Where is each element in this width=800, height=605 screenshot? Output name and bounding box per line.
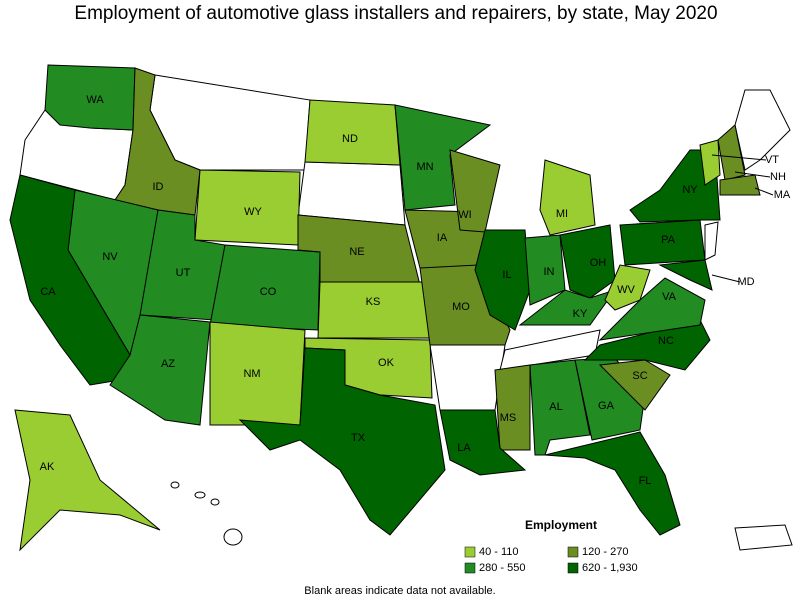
states: WA ID NV CA UT AZ WY CO NM ND NE KS OK TX MN IA MO WI IL MI… (9, 64, 791, 552)
state-label: IA (437, 232, 448, 244)
state (518, 289, 617, 326)
state-label: CA (40, 286, 56, 298)
title: Employment of automotive glass installer… (74, 3, 717, 24)
state (559, 224, 616, 299)
state-label: WV (617, 284, 635, 296)
state-label: ID (153, 181, 164, 193)
state-label: MD (737, 276, 754, 288)
legend-title: Employment (525, 518, 597, 532)
state-blank (297, 161, 406, 226)
legend-swatch (464, 546, 476, 558)
state (717, 124, 746, 181)
state-blank (704, 221, 719, 261)
state (629, 149, 721, 223)
state (719, 174, 761, 196)
legend-swatch (567, 562, 579, 574)
state-label: ND (342, 133, 358, 145)
state-label: KY (573, 308, 588, 320)
state-label: NC (658, 335, 674, 347)
leader-line (711, 154, 767, 161)
state-label: OH (590, 257, 607, 269)
state (14, 409, 161, 552)
state-label: LA (457, 442, 471, 454)
state-label: MO (452, 301, 470, 313)
state (439, 409, 527, 476)
state-label: GA (598, 400, 615, 412)
state-label: MI (556, 208, 568, 220)
state (544, 431, 681, 536)
legend-swatch (567, 546, 579, 558)
state-label: SC (632, 370, 647, 382)
island (223, 528, 243, 546)
state-label: NY (682, 184, 698, 196)
state-label: AL (549, 401, 562, 413)
state-label: WA (86, 94, 104, 106)
note: Blank areas indicate data not available. (304, 585, 495, 597)
legend-label: 120 - 270 (582, 546, 628, 558)
state-label: WI (458, 209, 471, 221)
island (210, 498, 220, 506)
state-label: NM (243, 368, 260, 380)
state (658, 259, 713, 291)
state (494, 364, 531, 451)
state-label: CO (260, 286, 277, 298)
state-label: MA (774, 189, 791, 201)
leader-line (711, 274, 741, 283)
state-label: FL (639, 475, 652, 487)
state (304, 99, 401, 166)
state-label: NE (349, 246, 364, 258)
state (317, 281, 431, 339)
blank-states (19, 74, 793, 551)
state (699, 139, 721, 186)
state-label: NV (102, 251, 118, 263)
island (170, 481, 180, 489)
state-label: IN (544, 266, 555, 278)
state-label: KS (366, 296, 381, 308)
state-label: VA (662, 291, 677, 303)
island (734, 524, 793, 551)
state (604, 264, 651, 311)
legend-swatch (464, 562, 476, 574)
state-label: AK (40, 461, 55, 473)
state-blank (149, 74, 311, 171)
legend-label: 280 - 550 (479, 562, 525, 574)
state (474, 229, 531, 331)
state (238, 347, 446, 536)
state-label: WY (244, 206, 262, 218)
island (194, 491, 206, 499)
state (394, 104, 492, 211)
leader-line (734, 171, 771, 178)
state-label: UT (176, 267, 191, 279)
legend: 40 - 110 120 - 270 280 - 550 620 - 1,930 (464, 546, 638, 574)
state (539, 159, 596, 236)
state-label: PA (661, 234, 676, 246)
state-blank (734, 89, 791, 171)
state-label: VT (765, 154, 779, 166)
state (9, 174, 131, 386)
legend-label: 620 - 1,930 (582, 562, 638, 574)
state (598, 277, 706, 341)
state-label: MS (500, 412, 517, 424)
state-label: AZ (161, 358, 175, 370)
state (598, 359, 671, 411)
leader-line (754, 187, 774, 196)
state-label: OK (378, 357, 395, 369)
state-label: NH (770, 171, 786, 183)
state-label: MN (416, 161, 433, 173)
state-label: TX (351, 432, 366, 444)
legend-label: 40 - 110 (479, 546, 519, 558)
state-label: IL (502, 269, 511, 281)
state (583, 319, 711, 371)
state-blank (429, 344, 506, 411)
